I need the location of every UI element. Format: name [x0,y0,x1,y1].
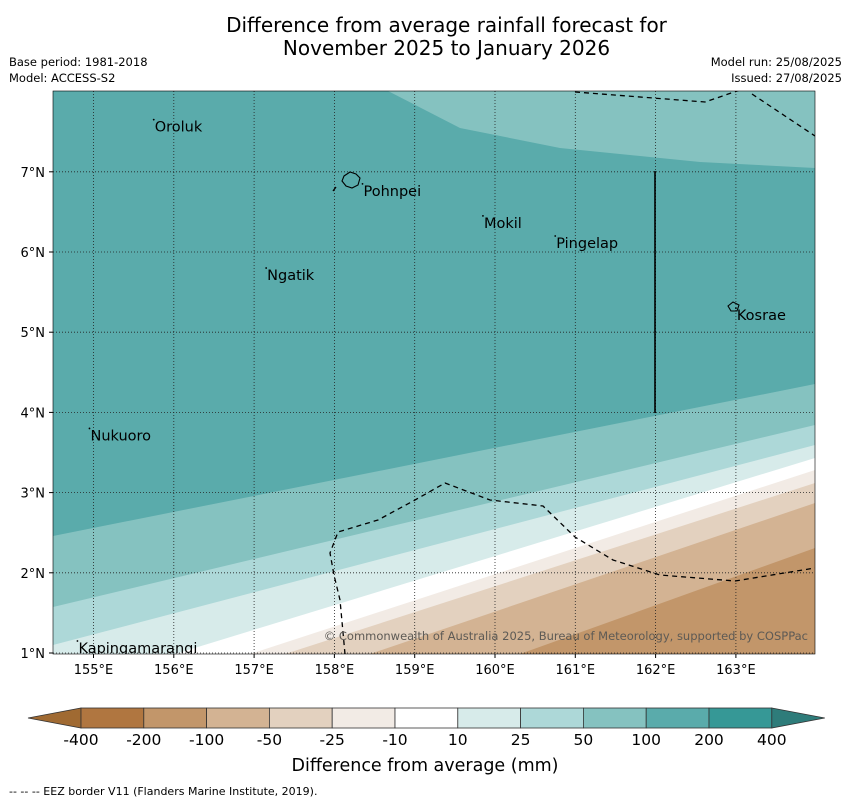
colorbar-swatch [143,707,208,729]
colorbar-tick-label: -100 [189,731,224,749]
colorbar-swatch [645,707,710,729]
model-name: Model: ACCESS-S2 [9,71,116,85]
lat-tick-label: 1°N [21,647,46,662]
lon-tick-label: 162°E [636,663,676,678]
lon-tick-label: 161°E [556,663,596,678]
colorbar-extend-low [27,707,82,729]
lon-tick-label: 158°E [315,663,355,678]
latitude-ticks: 1°N 2°N 3°N 4°N 5°N 6°N 7°N [21,166,53,662]
colorbar-swatch [708,707,773,729]
map-title-line1: Difference from average rainfall forecas… [226,13,667,37]
colorbar-tick-label: 100 [631,731,661,749]
place-label: Kosrae [737,308,786,324]
lon-tick-label: 159°E [395,663,435,678]
colorbar: -400 -200 -100 -50 -25 -10 10 25 50 100 200 400 [27,707,825,749]
colorbar-tick-label: -50 [257,731,282,749]
colorbar-tick-label: 10 [448,731,468,749]
place-marker [554,235,557,237]
kosrae-island-outline [727,301,740,312]
place-marker [76,640,79,642]
place-label: Kapingamarangi [78,641,197,657]
map-frame [52,90,816,655]
colorbar-swatch [520,707,584,729]
graticule [53,91,815,654]
pohnpei-island-outline [341,171,361,189]
issued-date: Issued: 27/08/2025 [731,71,842,85]
colorbar-swatch [206,707,270,729]
map-title: Difference from average rainfall forecas… [0,14,850,60]
model-run: Model run: 25/08/2025 [710,55,842,69]
place-marker [265,267,268,269]
rainfall-contours: Oroluk Pohnpei Mokil Pingelap Ngatik Kosrae Nu… [53,91,815,657]
place-marker [735,307,737,310]
place-marker [152,118,155,121]
colorbar-tick-label: -400 [63,731,98,749]
contour-50-100-north [388,91,815,168]
copyright-notice: © Commonwealth of Australia 2025, Bureau… [324,629,808,643]
base-period: Base period: 1981-2018 [9,55,148,69]
eez-border-northeast [751,93,815,137]
colorbar-tick-label: -25 [320,731,345,749]
place-label: Pingelap [556,236,618,252]
place-label: Pohnpei [364,184,422,200]
colorbar-swatch [583,707,647,729]
longitude-ticks: 155°E 156°E 157°E 158°E 159°E 160°E 161°E 162°E… [74,654,756,678]
colorbar-swatch [331,707,396,729]
lon-tick-label: 160°E [475,663,515,678]
colorbar-tick-label: 50 [574,731,594,749]
map-title-line2: November 2025 to January 2026 [282,36,611,60]
lat-tick-label: 2°N [21,567,46,582]
place-label: Mokil [484,216,522,232]
lat-tick-label: 4°N [21,406,46,421]
lat-tick-label: 3°N [21,487,46,502]
eez-border-north [574,91,740,103]
eez-footnote: -- -- -- EEZ border V11 (Flanders Marine… [9,785,318,798]
place-label: Nukuoro [90,428,151,444]
lat-tick-label: 7°N [21,166,46,181]
meta-left: Base period: 1981-2018 Model: ACCESS-S2 [9,54,148,86]
place-marker [88,427,91,430]
lon-tick-label: 163°E [716,663,756,678]
colorbar-swatch [268,707,333,729]
colorbar-label: Difference from average (mm) [291,756,559,776]
place-label: Ngatik [267,268,315,284]
meta-right: Model run: 25/08/2025 Issued: 27/08/2025 [711,54,842,86]
colorbar-tick-label: -10 [382,731,407,749]
lat-tick-label: 6°N [21,246,46,261]
colorbar-swatch [394,707,459,729]
lon-tick-label: 157°E [234,663,274,678]
colorbar-tick-label: -200 [126,731,161,749]
place-marker [361,182,364,185]
contour-minus200-minus100 [520,548,815,654]
place-labels: Oroluk Pohnpei Mokil Pingelap Ngatik Kosrae Nu… [76,118,786,657]
place-label: Oroluk [155,120,203,136]
colorbar-tick-label: 25 [511,731,531,749]
place-marker [482,215,484,217]
eez-border-fragment [332,186,337,192]
colorbar-tick-label: 400 [757,731,787,749]
lat-tick-label: 5°N [21,326,46,341]
colorbar-extend-high [771,707,825,729]
colorbar-tick-label: 200 [694,731,724,749]
colorbar-swatch [80,707,145,729]
lon-tick-label: 156°E [154,663,194,678]
colorbar-swatch [457,707,521,729]
eez-border-south [329,482,815,654]
lon-tick-label: 155°E [74,663,114,678]
